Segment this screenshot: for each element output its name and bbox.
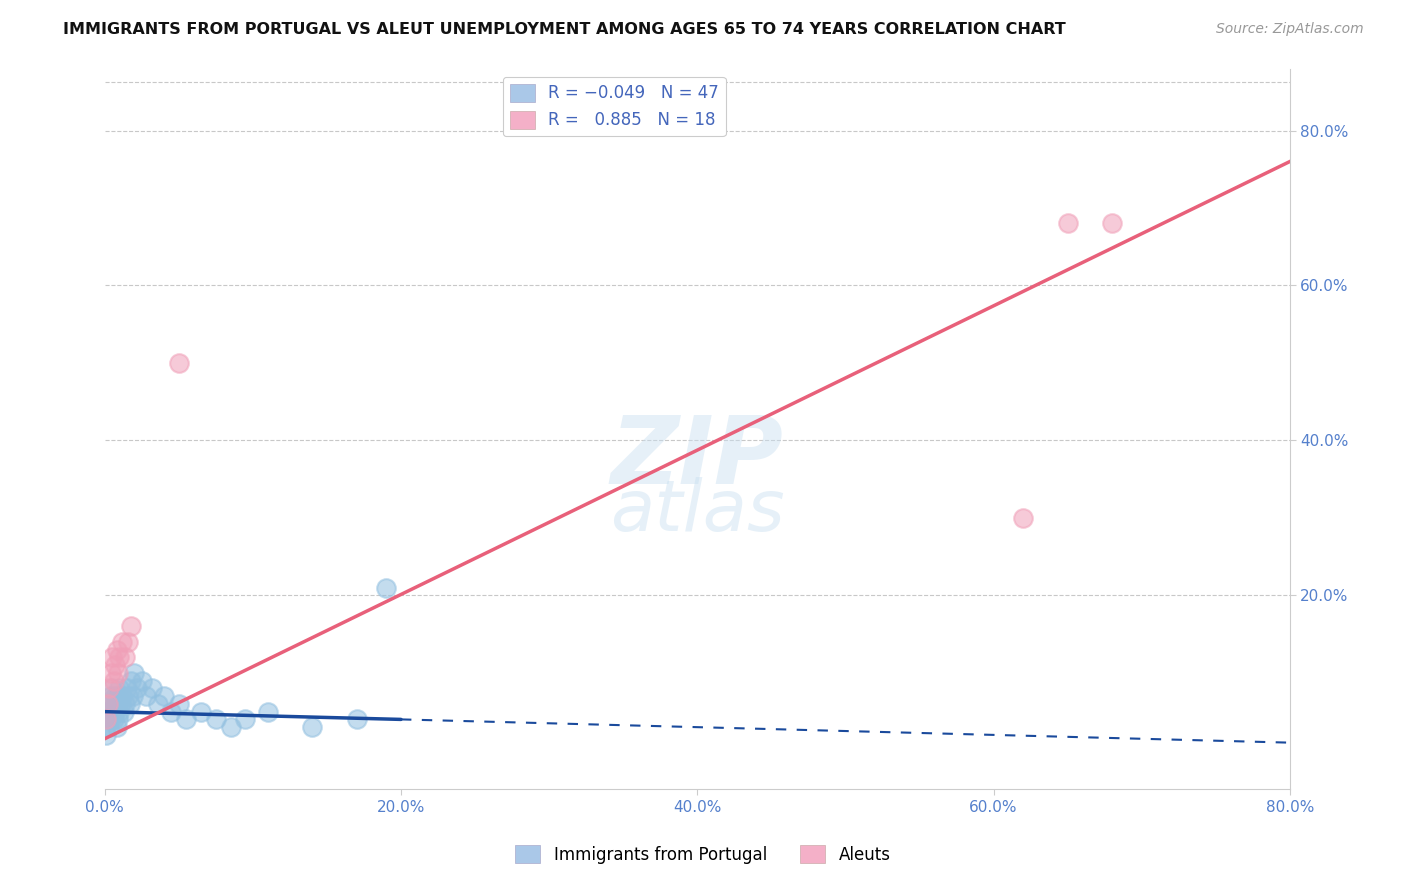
Point [108, 650, 131, 665]
Point [101, 681, 124, 696]
Legend: R = −0.049   N = 47, R =   0.885   N = 18: R = −0.049 N = 47, R = 0.885 N = 18 [503, 77, 725, 136]
Point [121, 689, 143, 703]
Point [98, 697, 121, 711]
Point [135, 689, 157, 703]
Point [114, 697, 136, 711]
Point [160, 705, 183, 719]
Point [174, 713, 197, 727]
Point [153, 689, 176, 703]
Point [96, 713, 118, 727]
Point [97, 697, 120, 711]
Point [114, 650, 136, 665]
Point [107, 689, 129, 703]
Point [1101, 217, 1123, 231]
Point [167, 697, 190, 711]
Point [112, 705, 135, 719]
Point [1056, 217, 1078, 231]
Text: ZIP: ZIP [610, 411, 783, 504]
Point [124, 665, 146, 680]
Point [97, 713, 120, 727]
Point [105, 720, 128, 734]
Point [100, 689, 122, 703]
Point [104, 689, 127, 703]
Point [105, 642, 128, 657]
Point [103, 673, 125, 688]
Point [104, 658, 127, 673]
Point [146, 697, 169, 711]
Point [110, 697, 132, 711]
Point [190, 705, 212, 719]
Point [141, 681, 163, 696]
Point [375, 581, 398, 595]
Point [111, 689, 134, 703]
Point [97, 705, 120, 719]
Point [101, 650, 124, 665]
Point [1012, 511, 1035, 525]
Point [98, 720, 121, 734]
Point [96, 728, 118, 742]
Point [98, 681, 121, 696]
Point [103, 697, 125, 711]
Point [301, 720, 323, 734]
Point [127, 681, 149, 696]
Point [120, 673, 142, 688]
Point [115, 681, 138, 696]
Point [96, 720, 118, 734]
Point [131, 673, 153, 688]
Point [346, 713, 368, 727]
Point [204, 713, 226, 727]
Point [118, 697, 141, 711]
Point [117, 635, 139, 649]
Point [107, 665, 129, 680]
Point [219, 720, 242, 734]
Point [108, 681, 131, 696]
Text: IMMIGRANTS FROM PORTUGAL VS ALEUT UNEMPLOYMENT AMONG AGES 65 TO 74 YEARS CORRELA: IMMIGRANTS FROM PORTUGAL VS ALEUT UNEMPL… [63, 22, 1066, 37]
Point [235, 713, 257, 727]
Point [256, 705, 278, 719]
Legend: Immigrants from Portugal, Aleuts: Immigrants from Portugal, Aleuts [509, 838, 897, 871]
Point [101, 705, 124, 719]
Point [117, 689, 139, 703]
Point [167, 356, 190, 370]
Point [107, 713, 129, 727]
Point [100, 713, 122, 727]
Text: atlas: atlas [610, 477, 785, 546]
Text: Source: ZipAtlas.com: Source: ZipAtlas.com [1216, 22, 1364, 37]
Point [111, 635, 134, 649]
Point [103, 713, 125, 727]
Point [120, 619, 142, 633]
Point [108, 705, 131, 719]
Point [105, 697, 128, 711]
Point [100, 665, 122, 680]
Point [104, 705, 127, 719]
